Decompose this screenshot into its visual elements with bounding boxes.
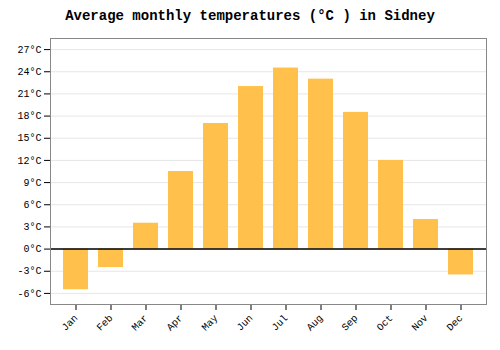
svg-text:21°C: 21°C bbox=[17, 89, 41, 100]
svg-text:3°C: 3°C bbox=[23, 222, 41, 233]
svg-text:0°C: 0°C bbox=[23, 244, 41, 255]
svg-text:12°C: 12°C bbox=[17, 156, 41, 167]
svg-text:-6°C: -6°C bbox=[17, 289, 41, 300]
svg-text:6°C: 6°C bbox=[23, 200, 41, 211]
svg-text:Sep: Sep bbox=[340, 313, 361, 334]
svg-text:-3°C: -3°C bbox=[17, 266, 41, 277]
svg-text:Feb: Feb bbox=[95, 313, 116, 334]
svg-text:Nov: Nov bbox=[410, 313, 431, 334]
svg-text:Oct: Oct bbox=[375, 313, 396, 334]
svg-text:Mar: Mar bbox=[130, 313, 151, 334]
svg-text:Jun: Jun bbox=[235, 313, 256, 334]
svg-text:24°C: 24°C bbox=[17, 67, 41, 78]
svg-text:15°C: 15°C bbox=[17, 133, 41, 144]
svg-text:9°C: 9°C bbox=[23, 178, 41, 189]
svg-text:Dec: Dec bbox=[445, 313, 466, 334]
svg-text:27°C: 27°C bbox=[17, 45, 41, 56]
svg-text:18°C: 18°C bbox=[17, 111, 41, 122]
svg-text:Aug: Aug bbox=[305, 313, 326, 334]
svg-text:Jul: Jul bbox=[270, 313, 291, 334]
html-text:Average monthly temperatures (: Average monthly temperatures (°C ) in Si… bbox=[65, 8, 435, 24]
svg-text:Jan: Jan bbox=[60, 313, 81, 334]
svg-text:Apr: Apr bbox=[165, 313, 186, 334]
svg-text:May: May bbox=[200, 313, 221, 334]
